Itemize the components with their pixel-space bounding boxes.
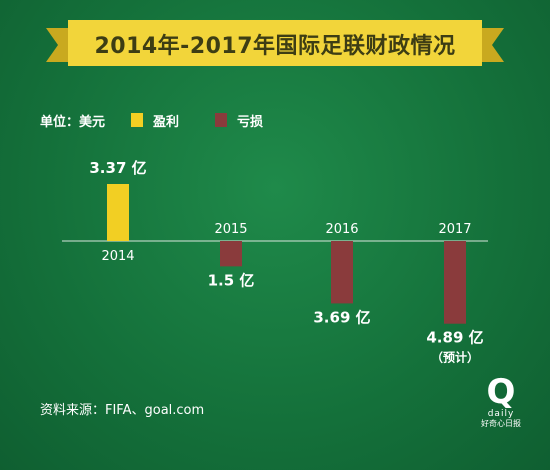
logo-word: daily [487,409,515,419]
category-label-2016: 2016 [325,222,358,237]
note-label-2017: （预计） [431,350,479,365]
logo-mark: Q [486,372,516,412]
source-note: 资料来源：FIFA、goal.com [40,403,205,418]
value-label-2015: 1.5 亿 [208,271,255,289]
value-label-2016: 3.69 亿 [313,308,370,326]
category-label-2015: 2015 [214,222,247,237]
title-banner: 2014年-2017年国际足联财政情况 [46,18,504,70]
legend-swatch-profit [131,113,144,127]
legend: 单位：美元 盈利 亏损 [40,111,299,130]
value-label-2017: 4.89 亿 [426,329,483,347]
legend-item-loss: 亏损 [215,111,263,130]
legend-label-loss: 亏损 [237,114,264,130]
bar-2014 [107,184,129,241]
legend-item-profit: 盈利 [131,111,179,130]
category-label-2017: 2017 [438,222,471,237]
category-label-2014: 2014 [101,249,134,264]
logo: Q daily 好奇心日报 [480,375,522,445]
unit-label: 单位：美元 [40,114,106,130]
legend-swatch-loss [215,113,228,127]
bar-2016 [331,241,353,304]
chart-title: 2014年-2017年国际足联财政情况 [94,34,456,59]
banner-ribbon-shape [46,20,504,66]
bar-2017 [444,241,466,324]
value-label-2014: 3.37 亿 [89,159,146,177]
logo-name: 好奇心日报 [481,419,521,428]
bar-2015 [220,241,242,267]
legend-label-profit: 盈利 [153,114,180,130]
